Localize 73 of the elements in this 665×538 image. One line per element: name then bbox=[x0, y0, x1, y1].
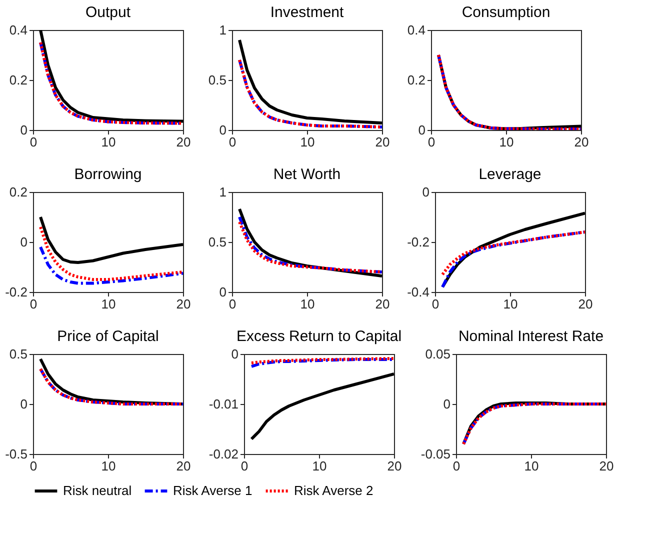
x-tick-label: 0 bbox=[30, 134, 38, 150]
line-series bbox=[39, 216, 183, 264]
x-tick-label: 10 bbox=[300, 296, 315, 312]
x-tick-label: 20 bbox=[578, 296, 593, 312]
y-tick-label: 1 bbox=[219, 184, 226, 200]
y-tick-label: -0.05 bbox=[420, 446, 450, 462]
y-tick-label: 0.5 bbox=[208, 72, 226, 88]
x-tick-label: 20 bbox=[375, 134, 390, 150]
y-tick-label: 0.4 bbox=[9, 22, 28, 38]
y-tick-label: -0.4 bbox=[407, 284, 430, 300]
x-tick-label: 20 bbox=[176, 134, 191, 150]
legend-label: Risk Averse 1 bbox=[173, 483, 252, 498]
chart-title: Net Worth bbox=[273, 166, 341, 183]
y-tick-label: 1 bbox=[219, 22, 226, 38]
y-tick-label: 0 bbox=[422, 184, 430, 200]
line-series bbox=[39, 226, 183, 281]
line-series bbox=[441, 230, 585, 276]
x-tick-label: 10 bbox=[503, 296, 518, 312]
chart-title: Investment bbox=[270, 4, 345, 21]
y-tick-label: -0.01 bbox=[208, 396, 238, 412]
line-series bbox=[441, 230, 585, 288]
y-tick-label: 0.05 bbox=[425, 346, 450, 362]
x-tick-label: 10 bbox=[300, 134, 315, 150]
y-tick-label: 0 bbox=[20, 396, 28, 412]
y-tick-label: 0 bbox=[20, 122, 28, 138]
line-series bbox=[250, 358, 394, 368]
y-tick-label: -0.2 bbox=[5, 284, 28, 300]
y-tick-label: 0.2 bbox=[9, 72, 28, 88]
x-tick-label: 20 bbox=[599, 458, 614, 474]
chart-title: Price of Capital bbox=[57, 328, 159, 345]
x-tick-label: 10 bbox=[312, 458, 327, 474]
y-tick-label: 0 bbox=[443, 396, 450, 412]
y-tick-label: 0 bbox=[231, 346, 238, 362]
line-series bbox=[39, 368, 183, 406]
chart-title: Output bbox=[85, 4, 132, 21]
x-tick-label: 0 bbox=[30, 458, 38, 474]
chart-title: Borrowing bbox=[74, 166, 142, 183]
legend-label: Risk Averse 2 bbox=[294, 483, 374, 498]
x-tick-label: 10 bbox=[101, 296, 116, 312]
x-tick-label: 10 bbox=[101, 134, 116, 150]
y-tick-label: 0 bbox=[219, 284, 226, 300]
x-tick-label: 20 bbox=[176, 458, 191, 474]
x-tick-label: 0 bbox=[240, 458, 248, 474]
x-tick-label: 10 bbox=[101, 458, 116, 474]
y-tick-label: -0.5 bbox=[5, 446, 28, 462]
y-tick-label: 0.2 bbox=[407, 72, 426, 88]
x-tick-label: 20 bbox=[375, 296, 390, 312]
legend-label: Risk neutral bbox=[63, 483, 132, 498]
y-tick-label: 0 bbox=[418, 122, 426, 138]
y-tick-label: 0.5 bbox=[9, 346, 28, 362]
y-tick-label: 0 bbox=[20, 234, 28, 250]
chart-title: Excess Return to Capital bbox=[236, 328, 402, 345]
x-tick-label: 10 bbox=[524, 458, 539, 474]
line-series bbox=[437, 54, 581, 130]
y-tick-label: 0 bbox=[219, 122, 226, 138]
y-tick-label: -0.02 bbox=[208, 446, 238, 462]
y-tick-label: -0.2 bbox=[407, 234, 430, 250]
x-tick-label: 20 bbox=[176, 296, 191, 312]
line-series bbox=[238, 38, 382, 124]
chart-title: Nominal Interest Rate bbox=[458, 328, 604, 345]
x-tick-label: 20 bbox=[574, 134, 589, 150]
chart-title: Consumption bbox=[462, 4, 550, 21]
chart-title: Leverage bbox=[478, 166, 542, 183]
x-tick-label: 20 bbox=[387, 458, 402, 474]
line-series bbox=[250, 372, 394, 440]
line-series bbox=[238, 58, 382, 128]
y-tick-label: 0.5 bbox=[208, 234, 226, 250]
y-tick-label: 0.4 bbox=[407, 22, 426, 38]
y-tick-label: 0.2 bbox=[9, 184, 28, 200]
line-series bbox=[39, 246, 183, 285]
x-tick-label: 10 bbox=[499, 134, 514, 150]
x-tick-label: 0 bbox=[30, 296, 38, 312]
x-tick-label: 0 bbox=[452, 458, 460, 474]
